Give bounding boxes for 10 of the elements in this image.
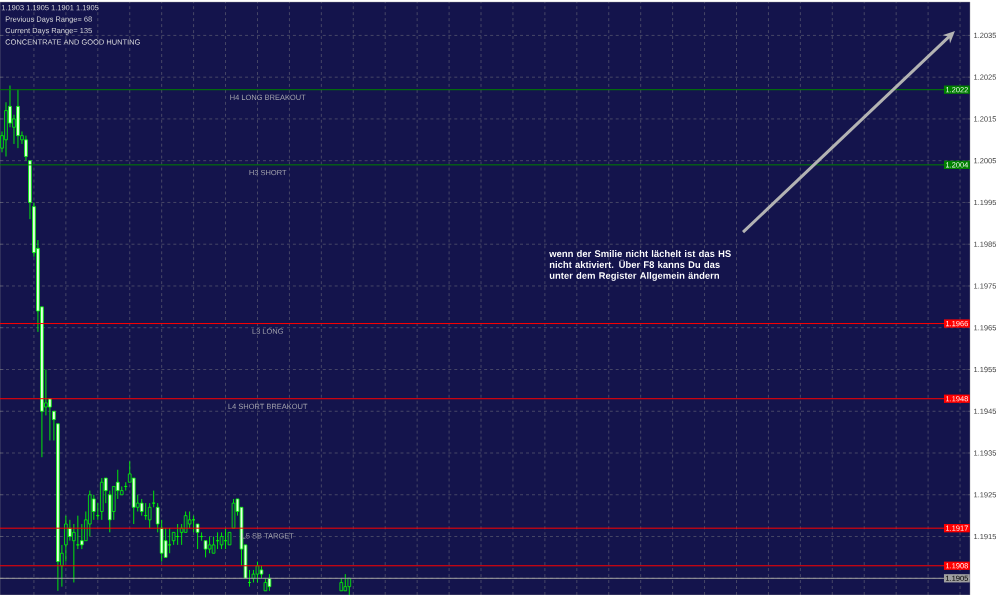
candlestick: [147, 502, 152, 529]
candlestick: [80, 523, 84, 550]
annotation: wenn der Smilie nicht lächelt ist das HS nicht aktiviert. Über F8 kanns Du das unter dem Register Allgemein ändern: [549, 250, 731, 281]
candlestick: [76, 515, 80, 550]
candlestick: [151, 490, 156, 508]
candlestick: [167, 527, 172, 554]
candlestick: [163, 527, 168, 558]
candlestick: [195, 523, 200, 550]
candlestick: [183, 511, 188, 533]
candlestick: [92, 494, 96, 521]
